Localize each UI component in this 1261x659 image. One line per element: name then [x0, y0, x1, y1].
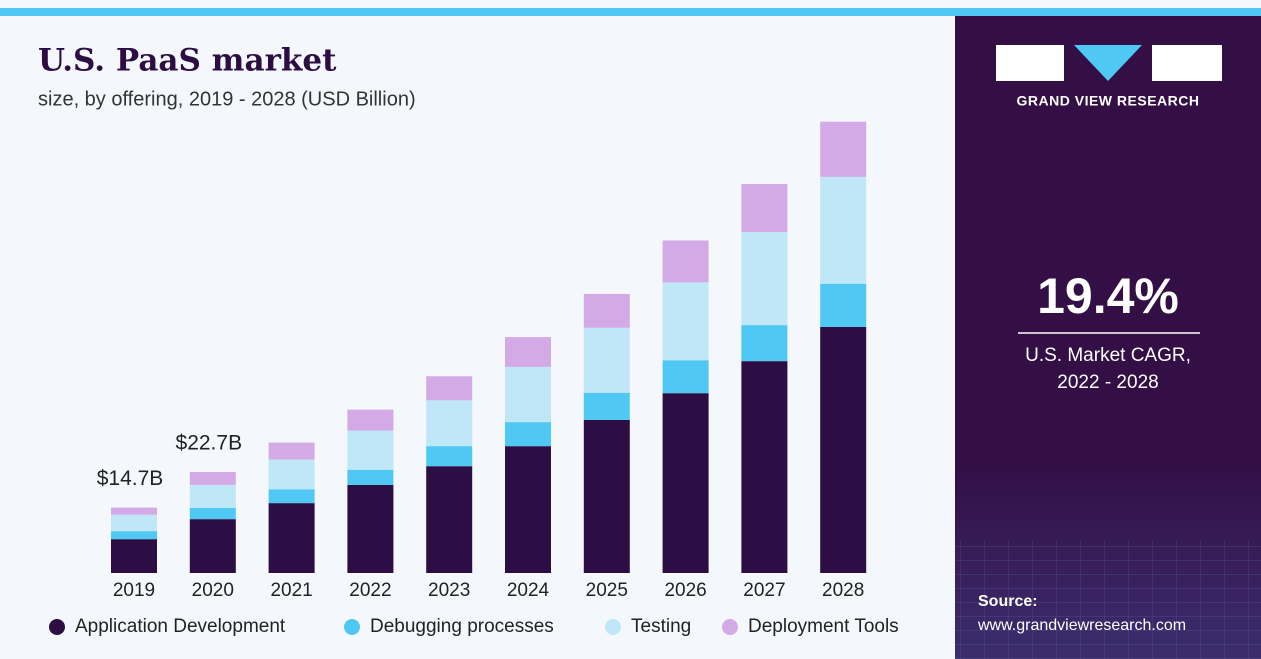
source-url: www.grandviewresearch.com [977, 617, 1186, 634]
bar-segment [820, 326, 867, 573]
bar-segment [426, 466, 473, 573]
bar-segment [505, 422, 551, 447]
bar-segment [189, 471, 236, 485]
total-label: $22.7B [176, 432, 243, 455]
bar-segment [189, 484, 236, 509]
bar-segment [820, 176, 867, 284]
bar-segment [189, 519, 236, 573]
bar-segment [583, 293, 630, 328]
bar-segment [347, 469, 394, 485]
bar-segment [820, 121, 867, 177]
x-tick-label: 2028 [822, 580, 864, 601]
bar-segment [111, 507, 157, 515]
bar-segment [189, 508, 236, 520]
bar-segment [111, 514, 157, 532]
x-tick-label: 2022 [349, 580, 391, 601]
bar-segment [268, 489, 315, 504]
bar-segment [505, 446, 551, 573]
legend-label: Deployment Tools [748, 616, 899, 637]
x-tick-label: 2019 [113, 580, 155, 601]
bar-segment [583, 327, 630, 393]
sidebar-grid [955, 540, 1261, 659]
legend-marker [344, 619, 360, 635]
logo-block [996, 45, 1064, 81]
brand: GRAND VIEW RESEARCH [1017, 93, 1200, 109]
top-stripe [0, 8, 1261, 16]
bar-segment [111, 531, 157, 540]
source-label: Source: [978, 593, 1038, 610]
x-tick-label: 2027 [743, 580, 785, 601]
bar-segment [662, 282, 709, 361]
legend-marker [49, 619, 65, 635]
x-tick-label: 2024 [507, 580, 550, 601]
x-tick-label: 2025 [586, 580, 628, 601]
bar-segment [741, 361, 788, 573]
cagr-caption: U.S. Market CAGR, [1025, 345, 1191, 366]
bar-segment [583, 392, 630, 420]
x-tick-label: 2023 [428, 580, 470, 601]
bar-segment [662, 360, 709, 394]
legend-marker [722, 619, 738, 635]
cagr-caption: 2022 - 2028 [1057, 372, 1158, 393]
chart-subtitle: size, by offering, 2019 - 2028 (USD Bill… [38, 88, 416, 110]
bar-segment [426, 446, 473, 467]
bar-segment [662, 240, 709, 283]
bar-segment [820, 283, 867, 327]
cagr: 19.4% [1037, 268, 1179, 324]
bar-segment [347, 484, 394, 573]
bar-segment [662, 393, 709, 573]
bar-segment [583, 419, 630, 573]
bar-segment [741, 232, 788, 326]
x-tick-label: 2020 [192, 580, 234, 601]
bar-segment [347, 409, 394, 431]
bar-segment [268, 503, 315, 573]
legend-label: Application Development [75, 616, 286, 637]
bar-segment [505, 366, 551, 423]
bar-segment [347, 430, 394, 470]
x-tick-label: 2026 [664, 580, 706, 601]
bar-segment [741, 183, 788, 233]
logo [996, 45, 1222, 81]
bar-segment [426, 400, 473, 447]
bar-segment [505, 337, 551, 367]
legend-label: Debugging processes [370, 616, 554, 637]
legend-label: Testing [631, 616, 691, 637]
total-label: $14.7B [97, 467, 164, 490]
bar-segment [741, 325, 788, 362]
logo-block [1152, 45, 1222, 81]
legend-marker [605, 619, 621, 635]
bar-segment [268, 442, 315, 460]
logo-block [1074, 45, 1142, 81]
x-tick-label: 2021 [270, 580, 312, 601]
bar-segment [111, 539, 157, 573]
bar-segment [426, 376, 473, 401]
bar-segment [268, 459, 315, 490]
chart-title: U.S. PaaS market [38, 43, 337, 79]
